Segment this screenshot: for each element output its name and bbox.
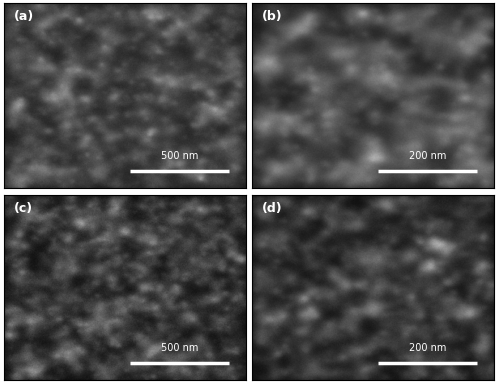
Text: (c): (c) [13,202,33,215]
Text: 200 nm: 200 nm [409,151,446,161]
Text: (a): (a) [13,10,34,23]
Text: 500 nm: 500 nm [161,343,198,353]
Text: (d): (d) [261,202,282,215]
Text: 500 nm: 500 nm [161,151,198,161]
Text: 200 nm: 200 nm [409,343,446,353]
Text: (b): (b) [261,10,282,23]
